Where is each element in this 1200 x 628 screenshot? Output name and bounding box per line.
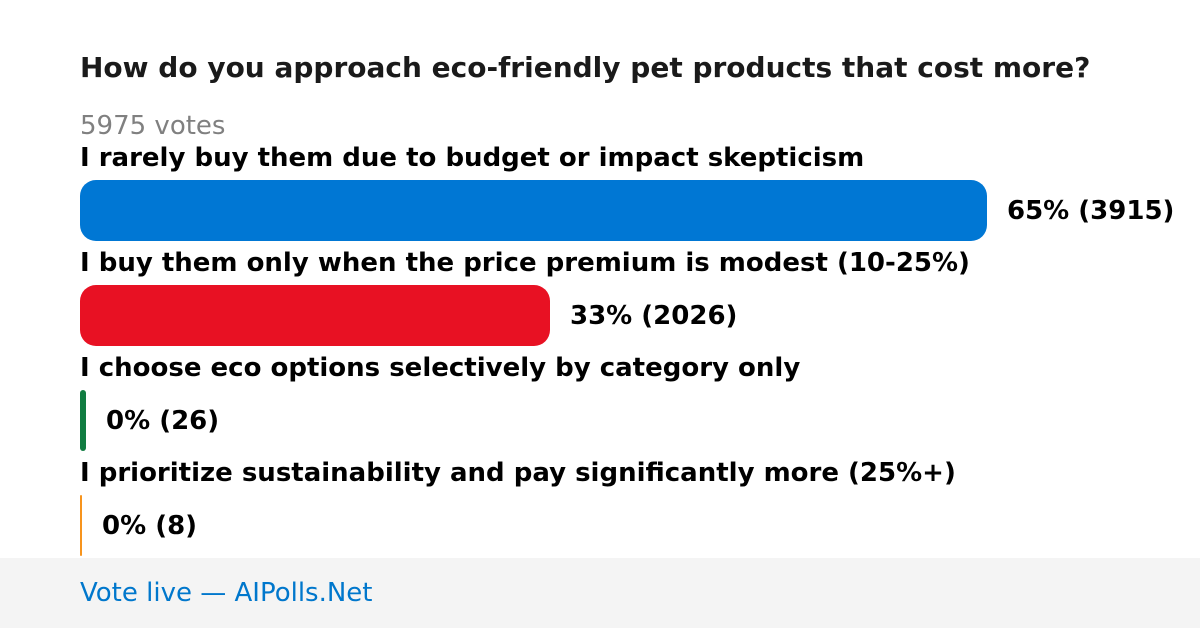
vote-live-link[interactable]: Vote live — AIPolls.Net [80, 578, 373, 608]
poll-option[interactable]: I prioritize sustainability and pay sign… [80, 456, 1190, 561]
bar-value-label: 65% (3915) [1007, 195, 1175, 226]
option-label: I rarely buy them due to budget or impac… [80, 143, 865, 173]
result-bar [80, 180, 987, 241]
bar-row: 33% (2026) [80, 285, 737, 346]
poll-options: I rarely buy them due to budget or impac… [80, 141, 1190, 561]
option-label: I choose eco options selectively by cate… [80, 353, 801, 383]
result-bar [80, 390, 86, 451]
poll-option[interactable]: I rarely buy them due to budget or impac… [80, 141, 1190, 246]
footer: Vote live — AIPolls.Net [0, 558, 1200, 628]
poll-option[interactable]: I choose eco options selectively by cate… [80, 351, 1190, 456]
bar-row: 0% (8) [80, 495, 197, 556]
poll-option[interactable]: I buy them only when the price premium i… [80, 246, 1190, 351]
result-bar [80, 495, 82, 556]
bar-row: 65% (3915) [80, 180, 1174, 241]
bar-row: 0% (26) [80, 390, 219, 451]
bar-value-label: 0% (8) [102, 510, 198, 541]
result-bar [80, 285, 550, 346]
option-label: I buy them only when the price premium i… [80, 248, 970, 278]
poll-title: How do you approach eco-friendly pet pro… [80, 51, 1091, 84]
bar-value-label: 33% (2026) [570, 300, 738, 331]
bar-value-label: 0% (26) [106, 405, 220, 436]
option-label: I prioritize sustainability and pay sign… [80, 458, 956, 488]
vote-count: 5975 votes [80, 111, 226, 141]
